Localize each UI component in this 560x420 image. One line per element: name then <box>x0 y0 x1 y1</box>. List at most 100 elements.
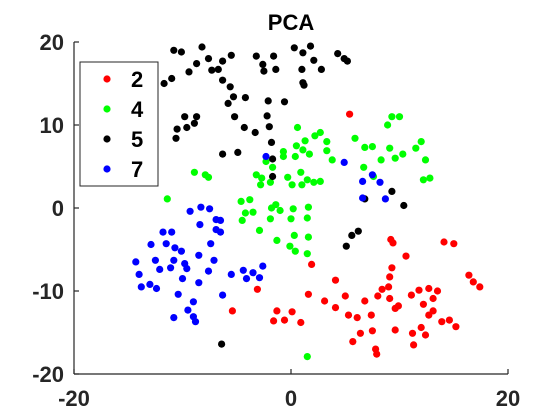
point-series-5-47 <box>193 113 201 121</box>
point-series-7-14 <box>174 290 182 298</box>
point-series-2-15 <box>356 329 364 337</box>
point-series-5-54 <box>348 231 356 239</box>
point-series-2-53 <box>228 307 236 315</box>
point-series-4-45 <box>289 205 297 213</box>
legend-label-7: 7 <box>131 157 143 182</box>
point-series-4-49 <box>303 250 311 258</box>
point-series-4-0 <box>163 195 171 203</box>
point-series-4-43 <box>290 231 298 239</box>
point-series-4-25 <box>292 142 300 150</box>
point-series-7-19 <box>189 298 197 306</box>
point-series-4-34 <box>305 150 313 158</box>
point-series-4-66 <box>419 176 427 184</box>
point-series-4-48 <box>304 233 312 241</box>
point-series-5-44 <box>173 125 181 133</box>
point-series-2-5 <box>273 307 281 315</box>
point-series-2-52 <box>476 283 484 291</box>
legend-label-2: 2 <box>131 67 143 92</box>
point-series-5-14 <box>224 99 232 107</box>
point-series-7-7 <box>156 265 164 273</box>
point-series-5-23 <box>299 49 307 57</box>
point-series-4-57 <box>386 144 394 152</box>
point-series-7-12 <box>171 244 179 252</box>
point-series-5-35 <box>234 148 242 156</box>
point-series-7-13 <box>170 314 178 322</box>
point-series-7-26 <box>210 256 218 264</box>
point-series-7-31 <box>227 270 235 278</box>
point-series-5-24 <box>306 42 315 50</box>
point-series-4-1 <box>190 168 198 176</box>
point-series-7-45 <box>340 158 348 166</box>
point-series-7-17 <box>184 306 192 314</box>
point-series-4-40 <box>273 236 281 244</box>
point-series-7-27 <box>207 240 215 248</box>
point-series-5-1 <box>168 74 176 83</box>
x-tick-label-0: -20 <box>58 386 90 411</box>
point-series-2-13 <box>353 314 361 322</box>
point-series-5-0 <box>160 79 168 88</box>
point-series-7-3 <box>146 280 154 288</box>
point-series-2-34 <box>415 286 423 294</box>
point-series-5-8 <box>208 66 216 74</box>
point-series-5-13 <box>229 93 238 101</box>
point-series-4-56 <box>377 156 385 164</box>
point-series-5-11 <box>219 76 227 84</box>
point-series-5-3 <box>177 48 185 56</box>
point-series-4-16 <box>252 171 260 179</box>
point-series-2-49 <box>450 240 458 248</box>
point-series-5-36 <box>219 150 227 158</box>
point-series-7-0 <box>132 258 140 266</box>
point-series-7-24 <box>206 205 214 213</box>
point-series-7-15 <box>178 275 187 283</box>
point-series-5-2 <box>170 46 178 54</box>
point-series-2-36 <box>419 300 427 308</box>
point-series-4-64 <box>417 138 425 146</box>
point-series-4-29 <box>303 176 311 184</box>
point-series-5-34 <box>240 123 248 132</box>
point-series-4-15 <box>258 174 266 182</box>
point-series-7-36 <box>259 262 267 270</box>
point-series-4-41 <box>286 242 294 250</box>
point-series-4-35 <box>323 147 331 155</box>
point-series-4-7 <box>238 216 246 224</box>
point-series-7-48 <box>368 171 376 179</box>
point-series-4-8 <box>249 208 257 216</box>
point-series-5-46 <box>183 123 191 132</box>
point-series-7-43 <box>177 247 185 255</box>
point-series-2-6 <box>270 317 278 325</box>
point-series-2-38 <box>408 329 417 337</box>
point-series-2-44 <box>433 287 442 295</box>
point-series-4-24 <box>291 152 299 161</box>
point-series-7-33 <box>242 275 251 283</box>
point-series-2-12 <box>344 311 353 319</box>
point-series-4-31 <box>316 128 324 137</box>
legend-marker-4 <box>103 105 111 113</box>
point-series-2-39 <box>410 341 418 349</box>
y-axis-ticks: 20 10 0 -10 -20 <box>32 30 79 387</box>
point-series-4-13 <box>267 204 276 212</box>
point-series-2-26 <box>394 302 402 310</box>
point-series-2-4 <box>280 316 289 324</box>
y-tick-label-4: -20 <box>32 362 64 387</box>
point-series-4-9 <box>255 226 264 234</box>
point-series-5-48 <box>334 50 342 58</box>
point-series-4-32 <box>301 137 309 145</box>
x-axis-ticks: -20 0 20 <box>58 369 520 411</box>
point-series-2-29 <box>386 273 394 281</box>
point-series-2-11 <box>341 292 349 300</box>
point-series-5-6 <box>198 43 206 51</box>
point-series-7-23 <box>197 203 205 211</box>
point-series-2-35 <box>425 284 433 293</box>
legend-label-4: 4 <box>131 97 144 122</box>
point-series-5-56 <box>342 242 350 250</box>
point-series-4-50 <box>303 353 311 361</box>
point-series-4-65 <box>421 156 430 164</box>
point-series-7-35 <box>255 274 264 282</box>
point-series-5-4 <box>185 68 193 76</box>
point-series-5-40 <box>269 155 277 163</box>
point-series-2-16 <box>361 297 369 305</box>
point-series-5-22 <box>290 44 298 52</box>
point-series-7-11 <box>170 256 178 264</box>
y-tick-label-3: -10 <box>32 279 64 304</box>
point-series-5-17 <box>252 52 260 60</box>
